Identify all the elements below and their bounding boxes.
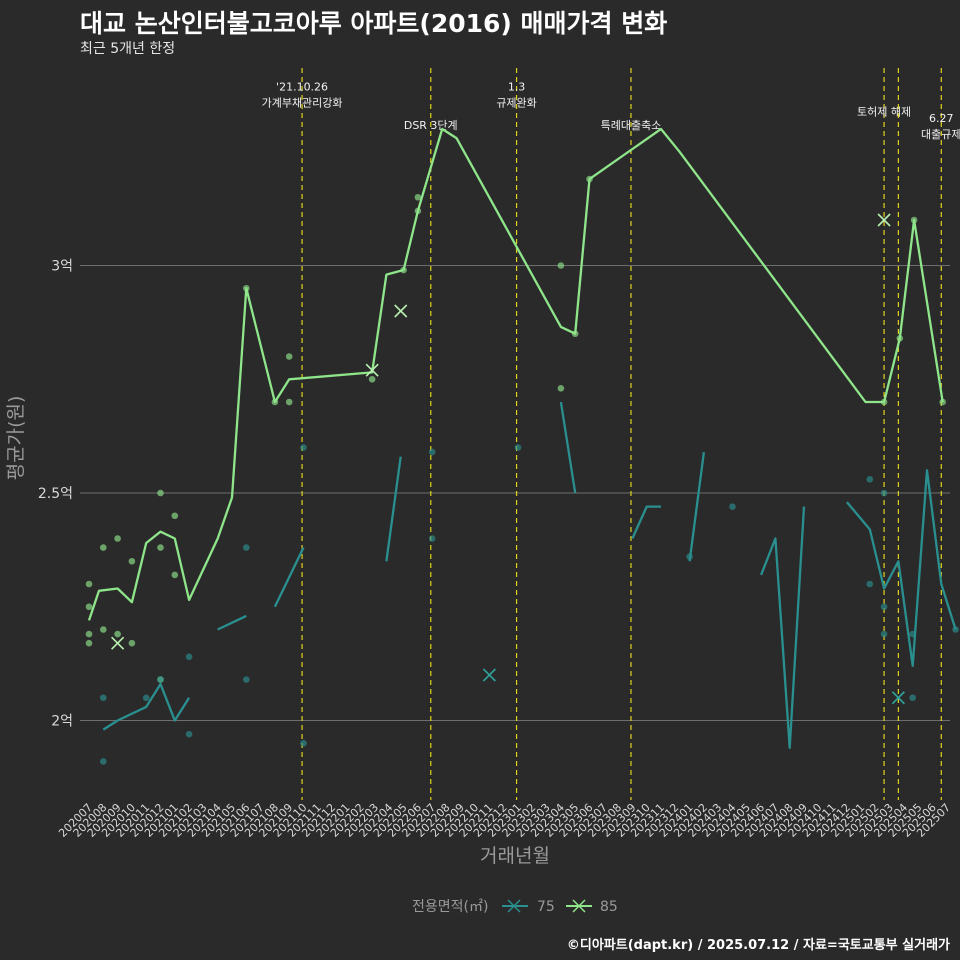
data-point [142, 694, 150, 702]
cross-marker [482, 668, 496, 682]
data-point [185, 653, 193, 661]
data-point [85, 639, 93, 647]
data-point [939, 398, 947, 406]
data-point [729, 503, 736, 510]
legend: 전용면적(㎡) 75 85 [412, 899, 618, 915]
data-point [157, 544, 164, 551]
data-point [368, 375, 376, 383]
event-label: 대출규제 [921, 128, 960, 141]
data-point [414, 193, 422, 201]
data-point [171, 512, 179, 520]
data-point [866, 580, 874, 588]
data-point [171, 571, 179, 579]
event-label: 가계부채관리강화 [262, 96, 343, 109]
data-point [100, 626, 107, 633]
series-line [559, 401, 577, 494]
gridlines [80, 265, 950, 721]
cross-marker [365, 363, 379, 377]
data-point [128, 639, 136, 647]
chart-subtitle: 최근 5개년 한정 [80, 41, 176, 57]
data-point [300, 739, 307, 747]
cross-marker [877, 213, 891, 227]
data-point [880, 630, 888, 638]
event-label: DSR 3단계 [404, 119, 458, 132]
data-point [243, 676, 250, 683]
legend-title: 전용면적(㎡) [412, 899, 488, 915]
data-point [128, 557, 136, 565]
legend-label-75: 75 [537, 899, 555, 915]
data-point [157, 676, 164, 683]
series-line [87, 127, 944, 621]
data-point [880, 489, 888, 497]
series-line [846, 469, 957, 668]
data-point [880, 603, 888, 611]
data-point [243, 544, 250, 551]
legend-key-75-x2 [507, 899, 521, 913]
legend-item-75: 75 [502, 899, 555, 915]
event-label: 토허제 해제 [857, 104, 911, 118]
series-line [631, 505, 661, 539]
event-label: 규제완화 [496, 96, 536, 109]
series-line [217, 614, 247, 631]
event-label: 6.27 [929, 112, 954, 125]
legend-item-85: 85 [566, 899, 618, 915]
cross-marker [394, 304, 408, 318]
y-tick-label: 2.5억 [38, 486, 73, 502]
legend-key-85-x2 [572, 899, 586, 913]
y-tick-label: 3억 [51, 259, 73, 275]
event-label: 1.3 [508, 80, 526, 93]
data-point [300, 444, 307, 451]
data-point [285, 398, 293, 406]
series-line [102, 682, 191, 731]
data-point [100, 694, 107, 702]
cross-marker [891, 691, 905, 705]
series-line [273, 547, 305, 608]
event-label: 특례대출축소 [601, 119, 662, 132]
y-axis-ticks: 2억 2.5억 3억 [38, 259, 73, 730]
y-tick-label: 2억 [51, 714, 73, 730]
cross-marker [111, 636, 125, 650]
data-point [100, 544, 107, 551]
data-point [85, 630, 93, 638]
x-axis-ticks: 2020072020082020092020102020112020122021… [56, 801, 953, 840]
data-point [85, 603, 93, 611]
data-point [428, 448, 436, 456]
data-point [557, 262, 565, 269]
series-layer [85, 127, 959, 765]
series-line [385, 456, 402, 562]
series-75 [100, 401, 959, 765]
series-85 [85, 127, 947, 683]
series-line [688, 451, 706, 562]
data-point [85, 580, 93, 588]
data-point [514, 444, 522, 451]
data-point [114, 535, 121, 542]
data-point [185, 730, 193, 738]
data-point [114, 630, 121, 638]
data-point [909, 694, 916, 702]
x-axis-label: 거래년월 [480, 845, 550, 867]
legend-label-85: 85 [600, 899, 618, 915]
data-point [285, 353, 293, 360]
chart-title: 대교 논산인터불고코아루 아파트(2016) 매매가격 변화 [80, 9, 668, 38]
source-caption: ©디아파트(dapt.kr) / 2025.07.12 / 자료=국토교통부 실… [566, 938, 950, 953]
y-axis-label: 평균가(원) [5, 396, 27, 481]
data-point [157, 489, 164, 497]
data-point [100, 758, 107, 765]
data-point [557, 385, 565, 392]
event-label: '21.10.26 [276, 80, 328, 93]
data-point [866, 476, 874, 483]
data-point [428, 535, 436, 542]
series-line [760, 506, 806, 749]
